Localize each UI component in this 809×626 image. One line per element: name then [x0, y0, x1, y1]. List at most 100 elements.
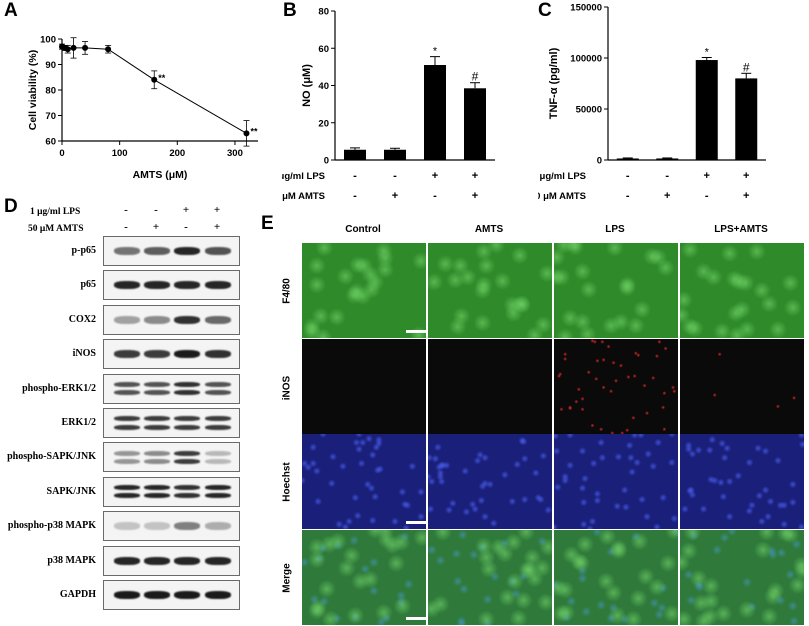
wb-band — [205, 424, 231, 430]
wb-band — [174, 281, 200, 290]
bar-b — [424, 65, 446, 160]
micro-image-inos-3 — [554, 339, 678, 434]
scale-bar — [406, 330, 428, 333]
wb-blot-strip — [103, 304, 240, 335]
panel-label-d: D — [4, 196, 18, 217]
wb-band — [174, 416, 200, 422]
tick-label-b-y: 0 — [324, 156, 329, 167]
significance-mark-b: # — [472, 70, 479, 84]
micro-image-f4-80-3 — [554, 243, 678, 338]
wb-band — [144, 450, 170, 456]
wb-protein-label: p38 MAPK — [47, 554, 96, 566]
micro-image-merge-3 — [554, 530, 678, 625]
wb-band — [174, 315, 200, 324]
wb-band — [114, 522, 140, 531]
micro-image-hoechst-3 — [554, 434, 678, 529]
micro-col-header-control: Control — [345, 224, 381, 235]
micro-row-label-inos: iNOS — [281, 375, 293, 400]
wb-protein-label: iNOS — [72, 348, 96, 360]
wb-condition-sign: + — [213, 204, 221, 216]
wb-condition-label-amts: 50 μM AMTS — [28, 224, 84, 234]
wb-protein-label: phospho-p38 MAPK — [7, 520, 96, 532]
micro-image-merge-4 — [680, 530, 804, 625]
wb-band — [144, 493, 170, 499]
wb-band — [144, 315, 170, 324]
wb-protein-label: phospho-ERK1/2 — [22, 382, 96, 394]
wb-band — [174, 424, 200, 430]
data-point-a — [64, 46, 71, 53]
wb-band — [144, 522, 170, 531]
data-point-a — [151, 76, 158, 83]
condition-sign-b: + — [392, 190, 398, 202]
tick-label-b-y: 40 — [318, 81, 329, 92]
tick-label-c-y: 100000 — [570, 54, 602, 65]
tick-label-a-x: 200 — [169, 148, 185, 159]
scale-bar — [406, 521, 428, 524]
wb-band — [144, 459, 170, 465]
condition-label-b: 1 μg/ml LPS — [282, 171, 325, 182]
data-point-a — [105, 46, 112, 53]
micro-image-inos-1 — [302, 339, 426, 434]
wb-condition-sign: - — [184, 221, 188, 233]
axis-title-b-y: NO (μM) — [301, 64, 313, 107]
wb-band — [174, 485, 200, 491]
wb-protein-label: COX2 — [68, 313, 96, 325]
condition-sign-b: - — [353, 190, 357, 202]
wb-band — [174, 522, 200, 531]
wb-condition-sign: - — [124, 204, 128, 216]
micro-image-f4-80-2 — [428, 243, 552, 338]
wb-band — [205, 485, 231, 491]
condition-sign-b: + — [472, 190, 478, 202]
wb-band — [205, 459, 231, 465]
wb-band — [174, 381, 200, 387]
axis-title-a-x: AMTS (μM) — [133, 169, 188, 181]
wb-band — [144, 247, 170, 255]
wb-band — [114, 450, 140, 456]
wb-band — [174, 591, 200, 599]
wb-band — [144, 424, 170, 430]
tick-label-b-y: 60 — [318, 44, 329, 55]
wb-blot-strip — [103, 476, 240, 507]
micro-image-f4-80-4 — [680, 243, 804, 338]
micro-image-hoechst-2 — [428, 434, 552, 529]
chart-c-tnf: 0 50000 100000 150000 TNF-α (pg/ml) * #1 μg/ml… — [538, 3, 766, 202]
bar-c — [616, 158, 639, 160]
wb-band — [174, 390, 200, 396]
tick-label-a-y: 80 — [45, 86, 56, 97]
wb-band — [114, 247, 140, 255]
wb-condition-sign: - — [154, 204, 158, 216]
wb-blot-strip — [103, 511, 240, 542]
wb-band — [144, 416, 170, 422]
western-blot-panel: 1 μg/ml LPS 50 μM AMTS - - + + - + - + p-p65 p65 C… — [0, 200, 250, 626]
condition-sign-c: + — [664, 190, 670, 202]
wb-band — [144, 350, 170, 359]
wb-blot-strip — [103, 442, 240, 473]
wb-blot-strip — [103, 545, 240, 576]
bar-b — [384, 149, 406, 160]
micro-image-inos-2 — [428, 339, 552, 434]
wb-band — [114, 390, 140, 396]
data-point-a — [243, 130, 250, 137]
micro-image-hoechst-1 — [302, 434, 426, 529]
condition-sign-c: + — [743, 170, 749, 182]
condition-sign-c: - — [705, 190, 709, 202]
condition-sign-c: + — [743, 190, 749, 202]
data-point-a — [70, 44, 77, 51]
wb-band — [114, 459, 140, 465]
wb-condition-label-lps: 1 μg/ml LPS — [30, 207, 81, 217]
condition-sign-c: + — [704, 170, 710, 182]
tick-label-a-x: 300 — [227, 148, 243, 159]
data-point-a — [82, 44, 89, 51]
condition-label-c: 1 μg/ml LPS — [538, 171, 586, 182]
tick-label-c-y: 0 — [597, 156, 602, 167]
wb-band — [205, 416, 231, 422]
wb-band — [144, 485, 170, 491]
condition-label-b: 50 μM AMTS — [282, 191, 325, 202]
wb-blot-strip — [103, 408, 240, 438]
panel-label-c: C — [538, 0, 552, 21]
micro-col-header-lps-amts: LPS+AMTS — [714, 224, 768, 235]
wb-band — [205, 450, 231, 456]
wb-blot-strip — [103, 580, 240, 610]
condition-sign-b: + — [472, 170, 478, 182]
axis-title-a-y: Cell viability (%) — [27, 50, 39, 131]
